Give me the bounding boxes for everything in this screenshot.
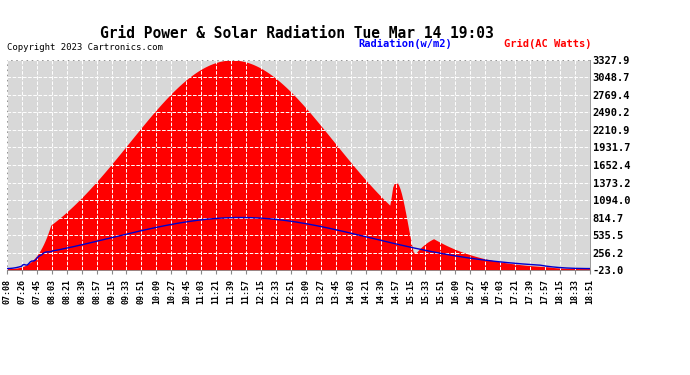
Text: Grid Power & Solar Radiation Tue Mar 14 19:03: Grid Power & Solar Radiation Tue Mar 14 … xyxy=(100,26,493,41)
Text: Radiation(w/m2): Radiation(w/m2) xyxy=(359,39,453,50)
Text: Grid(AC Watts): Grid(AC Watts) xyxy=(504,39,591,50)
Text: Copyright 2023 Cartronics.com: Copyright 2023 Cartronics.com xyxy=(7,43,163,52)
